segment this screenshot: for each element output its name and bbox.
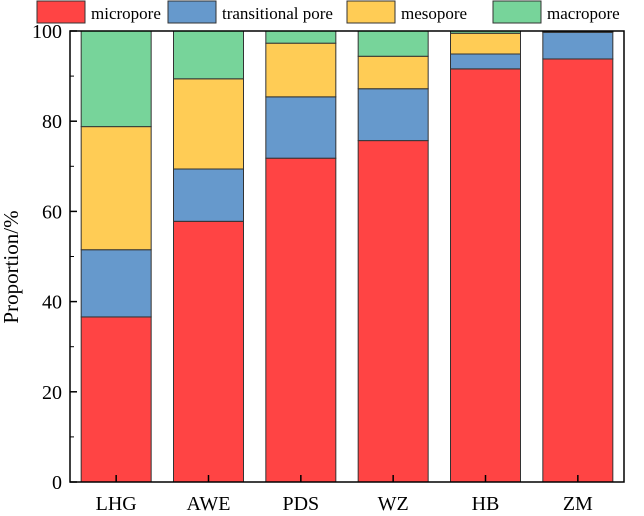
legend-swatch-macropore: [492, 0, 542, 24]
y-tick-label: 100: [32, 21, 62, 43]
x-tick-label: PDS: [282, 493, 319, 515]
x-tick-label: HB: [472, 493, 500, 515]
y-tick-label: 80: [42, 111, 62, 133]
bar-awe-mesopore: [173, 78, 244, 170]
legend-label-transitional-pore: transitional pore: [222, 4, 333, 23]
bar-wz-micropore: [357, 140, 429, 483]
y-tick-label: 0: [52, 472, 62, 494]
bars: [80, 30, 614, 483]
legend-label-macropore: macropore: [547, 4, 620, 23]
legend: micropore transitional pore mesopore macrop…: [36, 0, 620, 24]
bar-zm-micropore: [542, 58, 614, 483]
x-tick-label: WZ: [378, 493, 409, 515]
legend-swatch-micropore: [36, 0, 86, 24]
bar-lhg-micropore: [80, 316, 152, 483]
bar-pds-macropore: [265, 30, 337, 44]
bar-lhg-mesopore: [80, 126, 152, 251]
bar-zm-transitional-pore: [542, 31, 614, 60]
bar-awe-micropore: [173, 220, 244, 483]
x-tick-label: AWE: [187, 493, 231, 515]
plot-frame: [69, 30, 625, 483]
bar-hb-micropore: [450, 68, 521, 483]
legend-swatch-transitional-pore: [167, 0, 217, 24]
bar-awe-macropore: [173, 30, 244, 80]
bar-lhg-macropore: [80, 30, 152, 128]
legend-label-mesopore: mesopore: [401, 4, 467, 23]
axes: 0 20 40 60 80 100 LHG AWE PDS WZ HB ZM: [32, 21, 625, 515]
bar-wz-macropore: [357, 30, 429, 57]
bar-wz-transitional-pore: [357, 88, 429, 142]
bar-hb-transitional-pore: [450, 53, 521, 70]
x-tick-label: ZM: [563, 493, 593, 515]
y-tick-label: 20: [42, 382, 62, 404]
legend-swatch-mesopore: [346, 0, 396, 24]
y-tick-label: 40: [42, 292, 62, 314]
bar-awe-transitional-pore: [173, 168, 244, 222]
bar-pds-transitional-pore: [265, 96, 337, 159]
bar-lhg-transitional-pore: [80, 249, 152, 318]
x-tick-label: LHG: [96, 493, 137, 515]
bar-pds-mesopore: [265, 42, 337, 98]
legend-label-micropore: micropore: [91, 4, 161, 23]
bar-wz-mesopore: [357, 55, 429, 90]
y-tick-label: 60: [42, 201, 62, 223]
bar-hb-mesopore: [450, 32, 521, 55]
bar-pds-micropore: [265, 157, 337, 483]
y-axis-title: Proportion/%: [0, 210, 23, 323]
